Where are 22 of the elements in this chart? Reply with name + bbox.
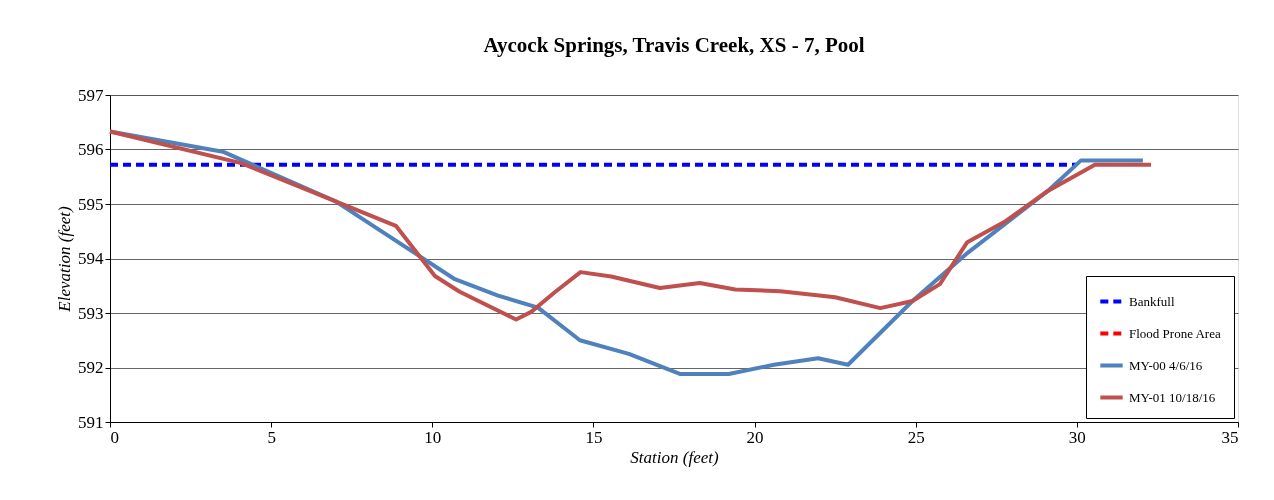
- y-tick-label: 596: [78, 140, 104, 159]
- x-tick-label: 10: [424, 427, 442, 447]
- chart-title: Aycock Springs, Travis Creek, XS - 7, Pool: [483, 33, 865, 57]
- y-tick-label: 592: [78, 358, 104, 377]
- y-tick-label: 597: [78, 85, 104, 105]
- x-axis-title: Station (feet): [630, 447, 719, 467]
- x-tick-label: 15: [585, 427, 603, 447]
- x-tick-label: 35: [1221, 427, 1239, 447]
- y-tick-label: 594: [78, 249, 104, 268]
- x-tick-label: 25: [907, 427, 925, 447]
- y-tick-label: 593: [78, 303, 104, 323]
- x-tick-label: 30: [1068, 427, 1086, 447]
- legend-label: Flood Prone Area: [1129, 325, 1221, 341]
- legend-label: Bankfull: [1129, 293, 1175, 309]
- y-tick-label: 591: [78, 412, 104, 432]
- x-tick-label: 20: [746, 427, 764, 447]
- legend-label: MY-00 4/6/16: [1129, 357, 1203, 373]
- x-tick-label: 0: [110, 427, 119, 447]
- y-axis-title: Elevation (feet): [55, 206, 74, 313]
- legend-label: MY-01 10/18/16: [1129, 389, 1216, 405]
- x-tick-label: 5: [267, 427, 276, 447]
- y-tick-label: 595: [78, 194, 104, 214]
